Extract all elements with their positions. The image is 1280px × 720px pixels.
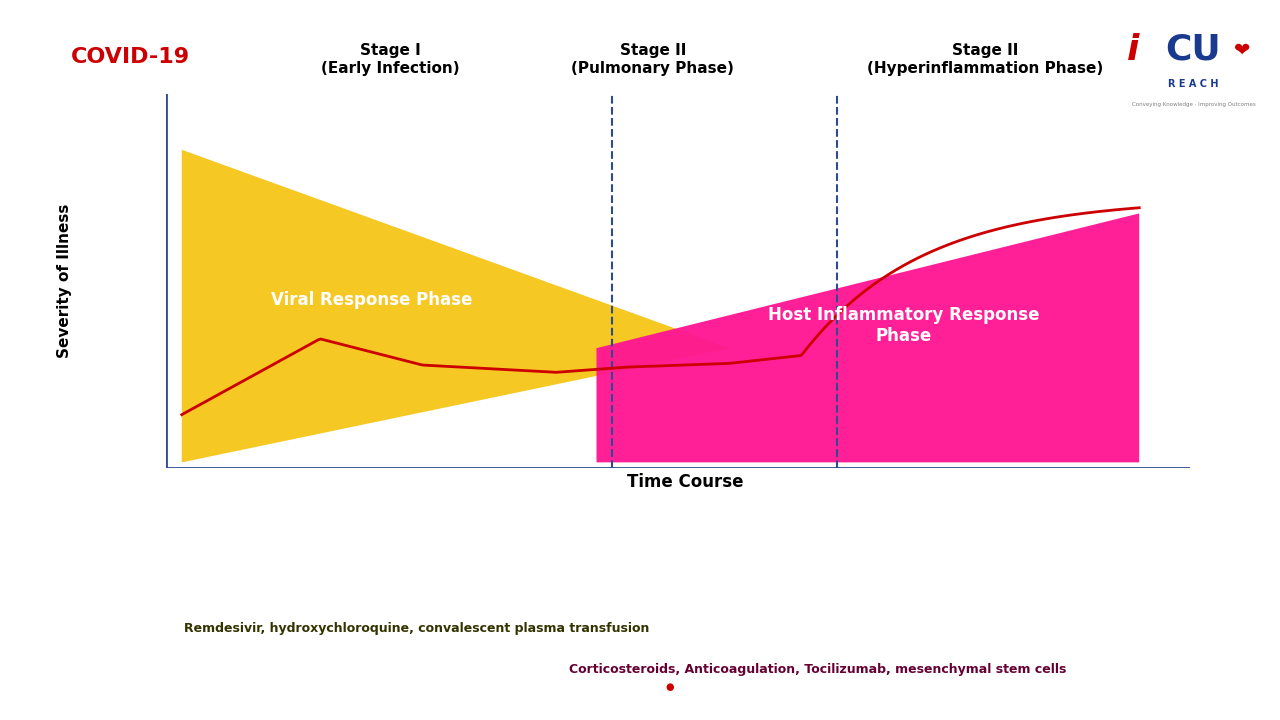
Text: Stage II
(Pulmonary Phase): Stage II (Pulmonary Phase) — [571, 43, 735, 76]
Text: Severity of Illness: Severity of Illness — [56, 204, 72, 358]
Text: ARDS
SIRS/Shock
Cardiac Failure: ARDS SIRS/Shock Cardiac Failure — [956, 475, 1048, 518]
Text: Viral Response Phase: Viral Response Phase — [270, 291, 472, 308]
Text: COVID-19: COVID-19 — [70, 47, 189, 67]
Text: i: i — [1126, 33, 1139, 67]
Text: Cough, Shortness of Breath
Hypoxia: Cough, Shortness of Breath Hypoxia — [479, 483, 652, 510]
Text: Host Inflammatory Response
Phase: Host Inflammatory Response Phase — [768, 306, 1039, 345]
Polygon shape — [182, 150, 730, 462]
Polygon shape — [596, 213, 1139, 462]
Text: Lymphopenia, ↑PT, ↑D-dimer,
↑LDH, low-normal procalcitonin: Lymphopenia, ↑PT, ↑D-dimer, ↑LDH, low-no… — [177, 559, 376, 586]
Text: Stage I
(Early Infection): Stage I (Early Infection) — [321, 43, 460, 76]
Text: Clinical
Symptoms: Clinical Symptoms — [38, 482, 122, 512]
Text: Time Course: Time Course — [626, 473, 744, 491]
Text: CU: CU — [1165, 33, 1221, 67]
Text: Potential
Therapies: Potential Therapies — [41, 646, 119, 675]
Text: Abnormal CXR
Transaminitis: Abnormal CXR Transaminitis — [520, 559, 611, 586]
Text: Labs and
Radiology: Labs and Radiology — [41, 557, 119, 588]
Text: Stage II
(Hyperinflammation Phase): Stage II (Hyperinflammation Phase) — [868, 43, 1103, 76]
Text: ●: ● — [666, 682, 673, 692]
Text: Remdesivir, hydroxychloroquine, convalescent plasma transfusion: Remdesivir, hydroxychloroquine, convales… — [184, 621, 650, 635]
Text: Conveying Knowledge · Improving Outcomes: Conveying Knowledge · Improving Outcomes — [1132, 102, 1256, 107]
Text: R E A C H: R E A C H — [1169, 79, 1219, 89]
Text: ❤: ❤ — [1234, 40, 1251, 59]
Text: Constitutional Symptoms
Fever >99.6
diarrhea, headache: Constitutional Symptoms Fever >99.6 diar… — [198, 475, 356, 518]
Text: ↑inflammatory markers
CRP, LDH, IL-6, D-dimer,
Ferritin, Troponin, proBNP: ↑inflammatory markers CRP, LDH, IL-6, D-… — [923, 551, 1082, 594]
Text: Corticosteroids, Anticoagulation, Tocilizumab, mesenchymal stem cells: Corticosteroids, Anticoagulation, Tocili… — [570, 662, 1066, 676]
